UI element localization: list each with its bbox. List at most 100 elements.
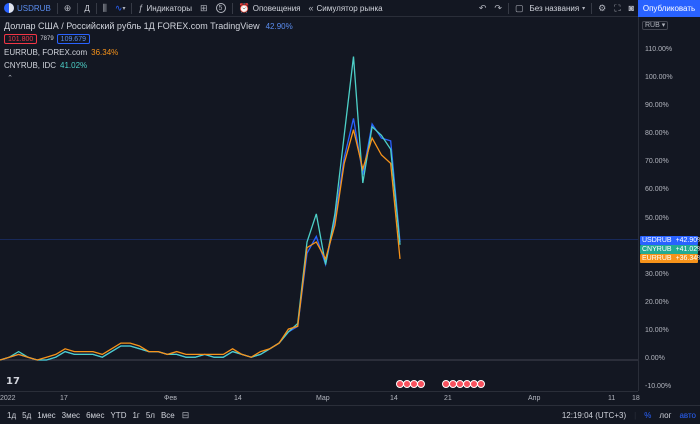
alerts-button[interactable]: ⏰ Оповещения xyxy=(235,0,305,17)
clock-readout[interactable]: 12:19:04 (UTC+3) xyxy=(561,411,627,420)
range-button[interactable]: 3мес xyxy=(61,410,81,420)
spread-value: 7879 xyxy=(40,36,54,42)
price-axis-badge-eurrub: EURRUB+36.34% xyxy=(640,254,700,263)
time-axis-label: 21 xyxy=(444,395,452,402)
event-flag-icon[interactable] xyxy=(477,380,485,388)
price-axis-badge-usdrub: USDRUB+42.90% xyxy=(640,236,700,245)
badge-symbol: EURRUB xyxy=(642,255,672,262)
undo-icon: ↶ xyxy=(478,2,487,13)
layout-button[interactable]: ▢ Без названия ▾ xyxy=(511,0,589,17)
divider xyxy=(56,2,58,14)
top-toolbar: USDRUB ⊕ Д ⫼ ∿ ▾ ƒ Индикаторы ⊞ 5 ⏰ Опове… xyxy=(0,0,700,17)
bottom-bar: 1д 5д 1мес 3мес 6мес YTD 1г 5л Все ⊟ 12:19:04 (U… xyxy=(0,405,700,424)
candles-icon: ⫼ xyxy=(102,2,107,13)
time-axis-label: 11 xyxy=(608,395,616,402)
divider xyxy=(95,2,97,14)
redo-button[interactable]: ↷ xyxy=(490,0,506,17)
divider xyxy=(231,2,233,14)
time-axis-label: 14 xyxy=(234,395,242,402)
chevron-up-icon[interactable]: ⌃ xyxy=(7,75,13,82)
bid-ask-row: 101.800 7879 109.679 xyxy=(4,33,293,45)
series-line-eurrub[interactable] xyxy=(0,129,401,361)
price-axis[interactable]: RUB ▾ 110.00% 100.00% 90.00% 80.00% 70.00% 60… xyxy=(638,17,700,391)
event-flag-icon[interactable] xyxy=(417,380,425,388)
price-axis-label: 80.00% xyxy=(645,130,669,138)
line-type-button[interactable]: ∿ ▾ xyxy=(111,0,130,17)
range-button[interactable]: 1мес xyxy=(37,410,56,420)
economic-events[interactable] xyxy=(442,380,485,388)
divider: | xyxy=(634,411,637,420)
camera-icon: ◙ xyxy=(628,3,634,13)
tradingview-logo[interactable]: 17 xyxy=(6,376,20,387)
divider xyxy=(131,2,133,14)
publish-button[interactable]: Опубликовать xyxy=(638,0,700,17)
range-button[interactable]: 5д xyxy=(22,410,32,420)
auto-scale-toggle[interactable]: авто xyxy=(679,411,696,420)
chevron-down-icon: ▾ xyxy=(582,5,586,12)
price-axis-label: 10.00% xyxy=(645,326,669,334)
price-axis-label: 50.00% xyxy=(645,214,669,222)
price-axis-label: 20.00% xyxy=(645,298,669,306)
badge-symbol: USDRUB xyxy=(642,237,672,244)
redo-icon: ↷ xyxy=(494,2,502,13)
price-axis-label: -10.00% xyxy=(645,383,672,391)
compare-change-value: 36.34% xyxy=(91,47,119,57)
range-button[interactable]: Все xyxy=(160,410,175,420)
log-scale-toggle[interactable]: лог xyxy=(659,411,672,420)
symbol-label: USDRUB xyxy=(17,3,51,13)
grid-icon: ⊞ xyxy=(199,2,208,13)
price-axis-label: 30.00% xyxy=(645,270,669,278)
symbol-search[interactable]: USDRUB xyxy=(0,0,55,17)
alerts-counter[interactable]: 5 xyxy=(212,0,230,17)
badge-value: +36.34% xyxy=(675,255,700,262)
range-button[interactable]: 5л xyxy=(145,410,155,420)
divider xyxy=(77,2,79,14)
templates-button[interactable]: ⊞ xyxy=(196,0,212,17)
undo-button[interactable]: ↶ xyxy=(475,0,491,17)
range-button[interactable]: 1г xyxy=(132,410,140,420)
alerts-count-badge: 5 xyxy=(215,3,226,13)
percent-scale-toggle[interactable]: % xyxy=(644,411,652,420)
bottom-bar-right: 12:19:04 (UTC+3) | % лог авто xyxy=(558,406,700,424)
interval-button[interactable]: Д xyxy=(80,0,93,17)
price-axis-label: 70.00% xyxy=(645,158,669,166)
sell-price-button[interactable]: 101.800 xyxy=(4,34,38,44)
range-button[interactable]: YTD xyxy=(110,410,127,420)
badge-symbol: CNYRUB xyxy=(642,246,672,253)
badge-value: +41.02% xyxy=(675,246,700,253)
range-button[interactable]: 1д xyxy=(7,410,17,420)
time-axis-label: 18 xyxy=(632,395,640,402)
compare-change-value: 41.02% xyxy=(60,60,88,70)
divider xyxy=(591,2,593,14)
indicators-button[interactable]: ƒ Индикаторы xyxy=(134,0,196,17)
time-axis-label: Мар xyxy=(316,395,330,402)
compare-button[interactable]: ⊕ xyxy=(60,0,76,17)
calendar-icon[interactable]: ⊟ xyxy=(181,409,190,420)
buy-price-button[interactable]: 109.679 xyxy=(56,34,90,44)
chart-canvas[interactable] xyxy=(0,17,638,391)
series-line-cnyrub[interactable] xyxy=(0,56,401,361)
indicators-icon: ƒ xyxy=(138,3,144,13)
range-button[interactable]: 6мес xyxy=(86,410,105,420)
time-axis-label: 2022 xyxy=(0,395,16,402)
time-axis[interactable]: 2022 17 Фев 14 Мар 14 21 Апр 11 18 xyxy=(0,391,640,405)
dividends-events[interactable] xyxy=(396,380,425,388)
compare-legend-eur[interactable]: EURRUB, FOREX.com 36.34% xyxy=(4,46,293,58)
badge-value: +42.90% xyxy=(675,237,700,244)
divider xyxy=(507,2,509,14)
alerts-label: Оповещения xyxy=(252,3,301,13)
compare-symbol-label: EURRUB, FOREX.com xyxy=(4,47,88,57)
price-axis-badge-cnyrub: CNYRUB+41.02% xyxy=(640,245,700,254)
price-axis-label: 100.00% xyxy=(645,74,673,82)
snapshot-button[interactable]: ◙ xyxy=(625,0,638,17)
currency-tag[interactable]: RUB ▾ xyxy=(642,21,669,30)
price-axis-label: 0.00% xyxy=(645,355,665,362)
currency-label: RUB xyxy=(645,22,660,29)
replay-button[interactable]: « Симулятор рынка xyxy=(305,0,387,17)
compare-legend-cny[interactable]: CNYRUB, IDC 41.02% xyxy=(4,59,293,71)
settings-button[interactable]: ⚙ xyxy=(594,0,610,17)
candles-type-button[interactable]: ⫼ xyxy=(99,0,111,17)
fullscreen-button[interactable]: ⛶ xyxy=(610,0,624,17)
time-axis-label: Апр xyxy=(528,395,541,402)
price-axis-label: 90.00% xyxy=(645,102,669,110)
